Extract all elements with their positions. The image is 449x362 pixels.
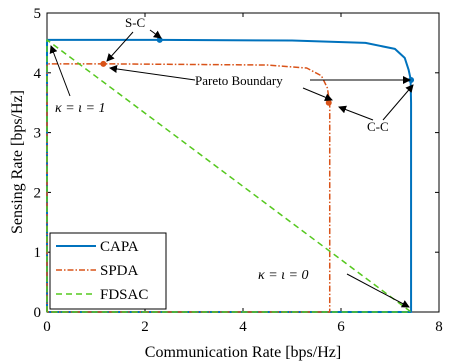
- series-line-capa: [46, 38, 413, 313]
- y-tick-label: 1: [34, 245, 42, 261]
- x-tick-label: 6: [337, 319, 345, 335]
- y-tick-label: 0: [34, 305, 42, 321]
- annotation-s-c: S-C: [125, 15, 145, 30]
- x-axis-label: Communication Rate [bps/Hz]: [145, 344, 341, 361]
- x-tick-label: 0: [43, 319, 51, 335]
- annotation-kappa-iota-0-arrow: [346, 273, 410, 308]
- legend-label-spda: SPDA: [100, 263, 139, 279]
- y-tick-label: 2: [34, 185, 42, 201]
- data-point-marker: [325, 99, 332, 106]
- series-layer: [46, 38, 413, 313]
- annotation-c-c: C-C: [367, 119, 389, 134]
- legend: CAPA SPDA FDSAC: [49, 232, 167, 310]
- annotation-kappa-iota-1: κ = ι = 1: [55, 101, 106, 116]
- y-axis-label: Sensing Rate [bps/Hz]: [9, 90, 26, 234]
- y-tick-label: 4: [34, 66, 42, 82]
- annotations: S-C Pareto Boundary C-C κ = ι = 1 κ = ι …: [49, 15, 414, 308]
- annotation-kappa-iota-1-arrow: [49, 45, 71, 97]
- x-tick-label: 8: [435, 319, 443, 335]
- x-axis-ticks: 0 2 4 6 8: [43, 13, 443, 335]
- annotation-c-c-arrow: [382, 84, 414, 121]
- y-tick-label: 5: [34, 6, 42, 22]
- annotation-pareto-boundary: Pareto Boundary: [195, 73, 283, 88]
- data-point-marker: [100, 60, 107, 67]
- y-tick-label: 3: [34, 126, 42, 142]
- pareto-arrow-down: [302, 87, 333, 102]
- series-line-spda: [46, 63, 331, 313]
- legend-label-fdsac: FDSAC: [100, 287, 148, 303]
- annotation-s-c-arrow-2: [106, 31, 134, 62]
- legend-label-capa: CAPA: [100, 239, 139, 255]
- marker-layer: [100, 36, 415, 106]
- annotation-kappa-iota-0: κ = ι = 0: [258, 268, 309, 283]
- x-tick-label: 4: [239, 319, 247, 335]
- annotation-c-c-arrow-2: [338, 105, 374, 121]
- x-tick-label: 2: [141, 319, 149, 335]
- pareto-arrow-left: [109, 65, 196, 81]
- annotation-s-c-arrow: [149, 29, 162, 39]
- data-point-marker: [156, 36, 163, 43]
